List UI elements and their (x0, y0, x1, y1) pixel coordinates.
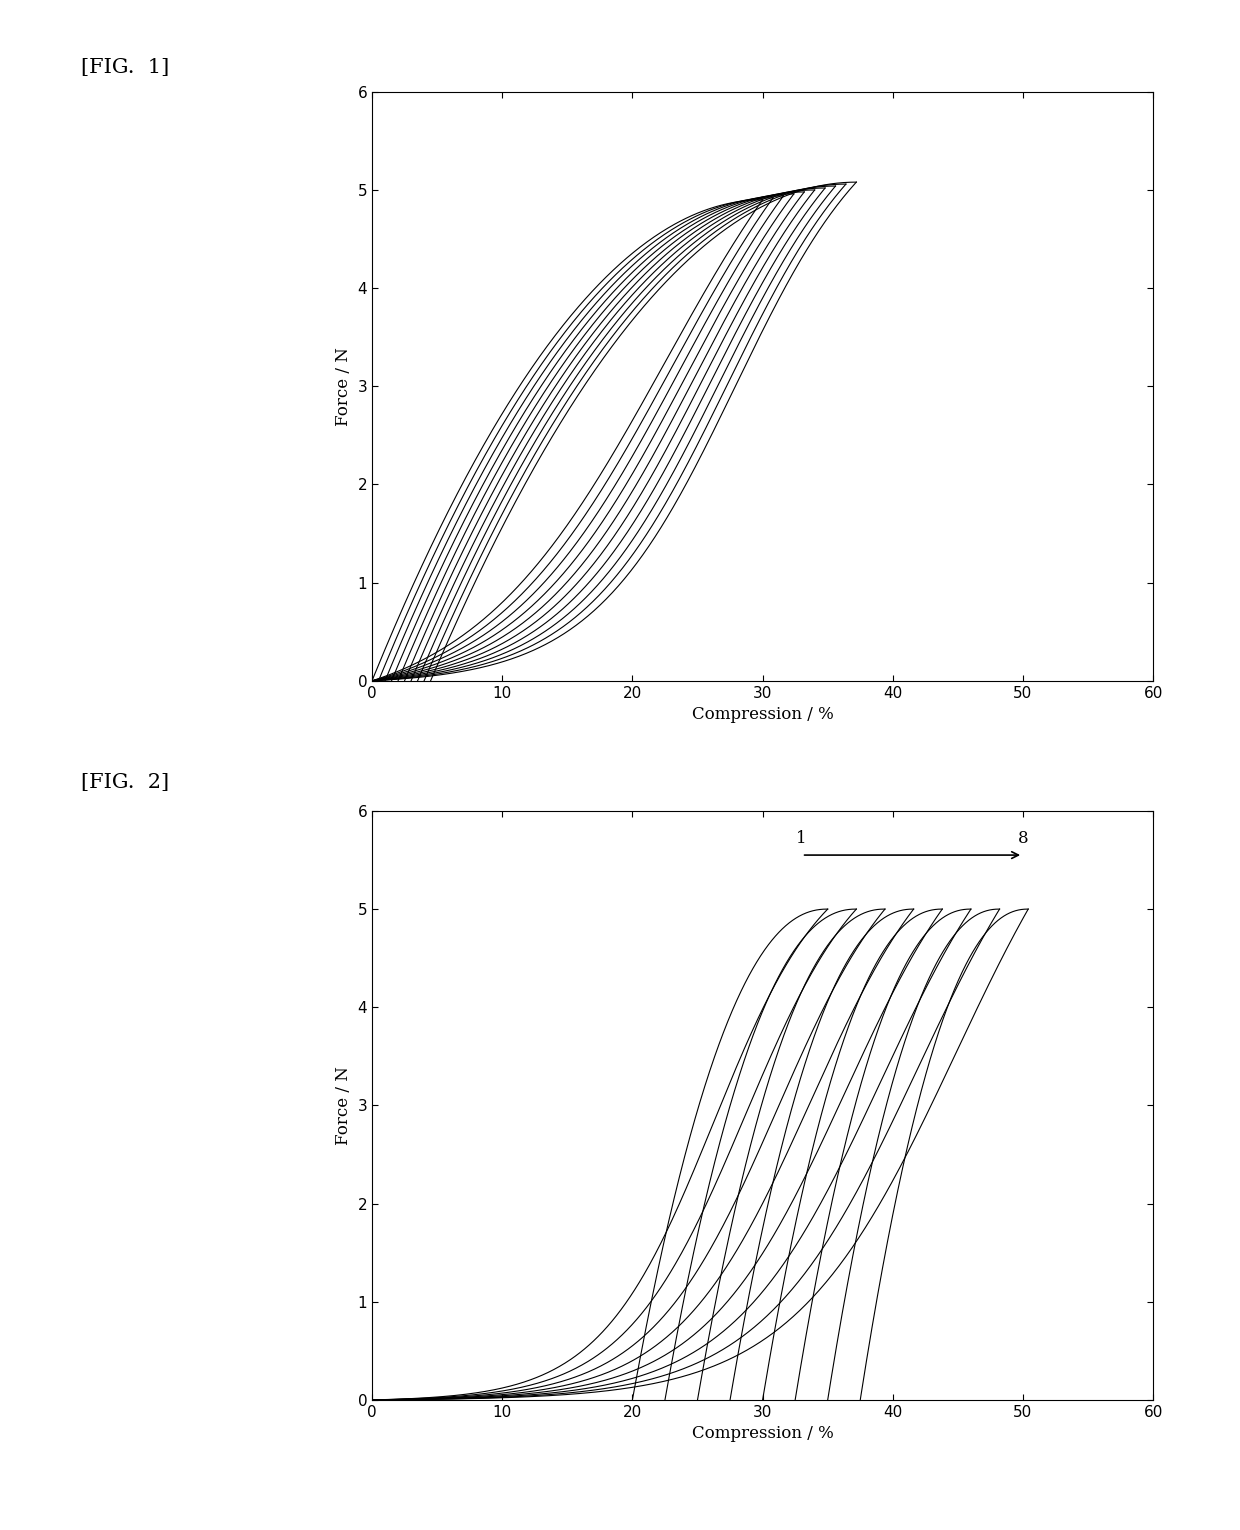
Text: [FIG.  2]: [FIG. 2] (81, 773, 169, 791)
Y-axis label: Force / N: Force / N (335, 1066, 352, 1144)
Text: 1: 1 (796, 829, 807, 848)
Y-axis label: Force / N: Force / N (335, 347, 352, 425)
X-axis label: Compression / %: Compression / % (692, 707, 833, 724)
X-axis label: Compression / %: Compression / % (692, 1426, 833, 1443)
Text: [FIG.  1]: [FIG. 1] (81, 58, 169, 76)
Text: 8: 8 (1018, 829, 1028, 848)
